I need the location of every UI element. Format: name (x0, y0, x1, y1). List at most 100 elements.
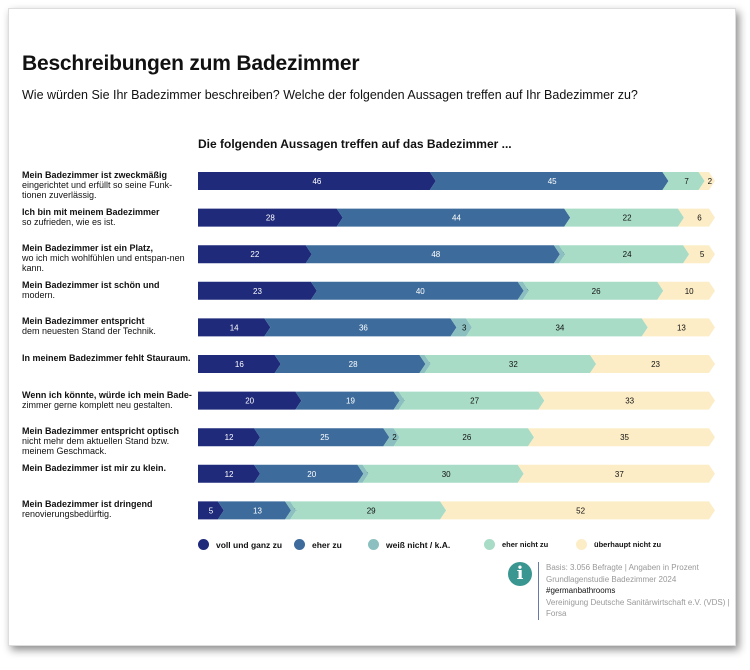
bar-segment (657, 281, 715, 300)
bar-segment (198, 391, 302, 410)
row-label: Wenn ich könnte, würde ich mein Bade-zim… (22, 390, 192, 410)
data-label: 19 (346, 397, 355, 406)
bar-segment (198, 172, 436, 190)
bar-segment (517, 464, 715, 483)
data-label: 35 (620, 433, 629, 442)
hashtag: #germanbathrooms (546, 586, 616, 595)
bar-segment (198, 464, 261, 483)
page-title: Beschreibungen zum Badezimmer (22, 52, 360, 75)
row-label: Mein Badezimmer ist mir zu klein. (22, 463, 192, 473)
legend-label: voll und ganz zu (216, 539, 283, 550)
data-label: 36 (359, 323, 368, 332)
data-label: 25 (320, 433, 329, 442)
bar-segment (393, 391, 405, 410)
bar-segment (198, 355, 281, 373)
row-label-text: renovierungsbedürftig. (22, 509, 112, 520)
legend-item: weiß nicht / k.A. (368, 539, 450, 550)
data-label: 13 (253, 506, 262, 515)
bar-segment (393, 428, 535, 447)
source-note: Basis: 3.056 Befragte | Angaben in Proze… (538, 562, 730, 620)
data-label: 22 (250, 250, 259, 259)
bar-segment (440, 501, 715, 520)
data-label: 32 (509, 360, 518, 369)
row-label-text: zimmer gerne komplett neu gestalten. (22, 399, 173, 410)
row-label-bold: Mein Badezimmer ist dringend (22, 499, 153, 510)
row-label-text: eingerichtet und erfüllt so seine Funk-t… (22, 180, 173, 200)
data-label: 22 (623, 214, 632, 223)
row-label-text: wo ich mich wohlfühlen und entspan-nen k… (22, 253, 185, 274)
data-label: 2 (708, 177, 713, 186)
bar-segment (398, 391, 545, 410)
data-label: 29 (367, 506, 376, 515)
row-label-bold: Mein Badezimmer ist ein Platz, (22, 243, 154, 254)
row-label-bold: In meinem Badezimmer fehlt Stauraum. (22, 353, 191, 363)
subtitle: Wie würden Sie Ihr Badezimmer beschreibe… (22, 88, 638, 102)
data-label: 40 (416, 287, 425, 296)
data-label: 28 (349, 360, 358, 369)
data-label: 2 (392, 433, 397, 442)
data-label: 7 (684, 177, 689, 186)
bar-segment (198, 318, 271, 337)
chart-title: Die folgenden Aussagen treffen auf das B… (198, 137, 512, 151)
row-label-bold: Ich bin mit meinem Badezimmer (22, 206, 160, 217)
row-label-bold: Mein Badezimmer entspricht (22, 316, 145, 327)
data-label: 14 (230, 323, 239, 332)
row-label-bold: Mein Badezimmer ist schön und (22, 279, 160, 290)
data-label: 12 (225, 433, 234, 442)
legend-item: voll und ganz zu (198, 539, 282, 550)
row-label: Mein Badezimmer ist zweckmäßig eingericht… (22, 170, 192, 200)
bar-segment (641, 318, 715, 337)
row-label: In meinem Badezimmer fehlt Stauraum. (22, 353, 192, 363)
data-label: 10 (685, 287, 694, 296)
bar-segment (466, 318, 648, 337)
data-label: 48 (431, 250, 440, 259)
bar-segment (517, 281, 529, 300)
data-label: 5 (700, 250, 705, 259)
row-label: Mein Badezimmer ist dringend renovierungs… (22, 499, 192, 519)
bar-segment (295, 391, 400, 410)
bar-segment (217, 501, 292, 520)
data-label: 3 (462, 323, 467, 332)
row-label: Mein Badezimmer entspricht optisch nicht … (22, 426, 192, 456)
data-label: 24 (623, 250, 632, 259)
row-label-bold: Wenn ich könnte, würde ich mein Bade- (22, 389, 192, 400)
bar-segment (683, 245, 715, 264)
data-label: 20 (307, 470, 316, 479)
data-label: 5 (209, 506, 214, 515)
row-label-text: dem neuesten Stand der Technik. (22, 326, 156, 337)
bar-segment (198, 281, 317, 300)
bar-segment (198, 501, 224, 520)
bar-segment (290, 501, 447, 520)
data-label: 26 (592, 287, 601, 296)
legend-swatch (198, 539, 209, 550)
data-label: 37 (615, 470, 624, 479)
legend-label: eher nicht zu (502, 540, 549, 549)
bar-segment (553, 245, 566, 264)
data-label: 44 (452, 214, 461, 223)
legend-swatch (294, 539, 305, 550)
bar-segment (419, 355, 431, 373)
data-label: 46 (312, 177, 321, 186)
data-label: 33 (625, 397, 634, 406)
data-label: 30 (442, 470, 451, 479)
bar-segment (677, 208, 715, 227)
bar-segment (254, 428, 390, 447)
data-label: 13 (677, 323, 686, 332)
data-label: 52 (576, 506, 585, 515)
bar-segment (285, 501, 297, 520)
data-label: 34 (555, 323, 564, 332)
bar-segment (559, 245, 690, 264)
data-label: 20 (245, 397, 254, 406)
bar-segment (383, 428, 400, 447)
data-label: 28 (266, 214, 275, 223)
data-label: 16 (235, 360, 244, 369)
bar-segment (429, 172, 669, 190)
bar-segment (698, 172, 715, 190)
legend-label: weiß nicht / k.A. (386, 539, 451, 550)
bar-segment (450, 318, 473, 337)
data-label: 12 (225, 470, 234, 479)
bar-segment (590, 355, 715, 373)
data-label: 23 (651, 360, 660, 369)
bar-segment (564, 208, 684, 227)
